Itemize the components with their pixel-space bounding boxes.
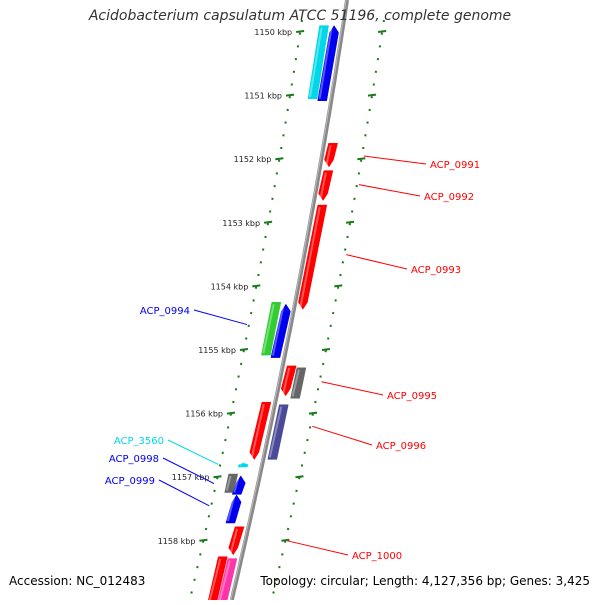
left-track-major-tick [213,476,221,477]
gene-label: ACP_0992 [424,192,474,203]
left-track-major-tick [296,31,304,32]
right-track-major-tick [322,349,330,350]
right-track-major-tick [368,95,376,96]
left-track-major-tick [252,285,260,286]
map-title: Acidobacterium capsulatum ATCC 51196, co… [0,8,600,24]
left-track-major-tick [286,95,294,96]
tick-label: 1151 kbp [244,92,282,101]
leader-line [359,185,420,196]
tick-label: 1155 kbp [198,346,236,355]
leader-line [159,480,209,506]
left-track-major-tick [240,349,248,350]
gene-label: ACP_0998 [109,454,159,465]
tick-label: 1154 kbp [211,282,249,291]
left-track-major-tick [264,222,272,223]
tick-label: 1156 kbp [185,410,223,419]
tick-label: 1158 kbp [158,537,196,546]
right-track-major-tick [357,158,365,159]
leader-line [364,156,426,164]
label-layer: 1150 kbp 1151 kbp 1152 kbp 1153 kbp 1154 kbp… [105,28,480,562]
left-track-major-tick [227,413,235,414]
backbone-line [232,0,347,600]
left-track-major-tick [275,158,283,159]
gene-label: ACP_0999 [105,476,155,487]
gene-layer [207,26,338,600]
tick-label: 1150 kbp [254,28,292,37]
leader-line [346,255,407,269]
right-track-major-tick [378,31,386,32]
gene-label: ACP_0994 [140,306,190,317]
leader-line [168,440,218,464]
gene-acp_3560 [238,463,248,467]
gene-label: ACP_3560 [114,436,164,447]
leader-line [312,426,372,445]
gene-label: ACP_1000 [352,551,402,562]
right-track-major-tick [334,285,342,286]
tick-label: 1153 kbp [222,219,260,228]
leader-line [194,310,247,325]
right-track-major-tick [295,476,303,477]
gene-label: ACP_0991 [430,160,480,171]
accession-text: Accession: NC_012483 [9,574,145,588]
gene-label: ACP_0995 [387,391,437,402]
right-track-major-tick [346,222,354,223]
right-track-major-tick [309,413,317,414]
backbone-layer [231,0,347,600]
leader-line [322,382,383,395]
topology-text: Topology: circular; Length: 4,127,356 bp… [260,574,590,588]
tick-label: 1152 kbp [234,155,272,164]
gene-label: ACP_0993 [411,265,461,276]
leader-line [287,541,348,555]
tick-layer [191,20,386,594]
gene-label: ACP_0996 [376,441,426,452]
left-track-major-tick [199,540,207,541]
tick-label: 1157 kbp [172,473,210,482]
